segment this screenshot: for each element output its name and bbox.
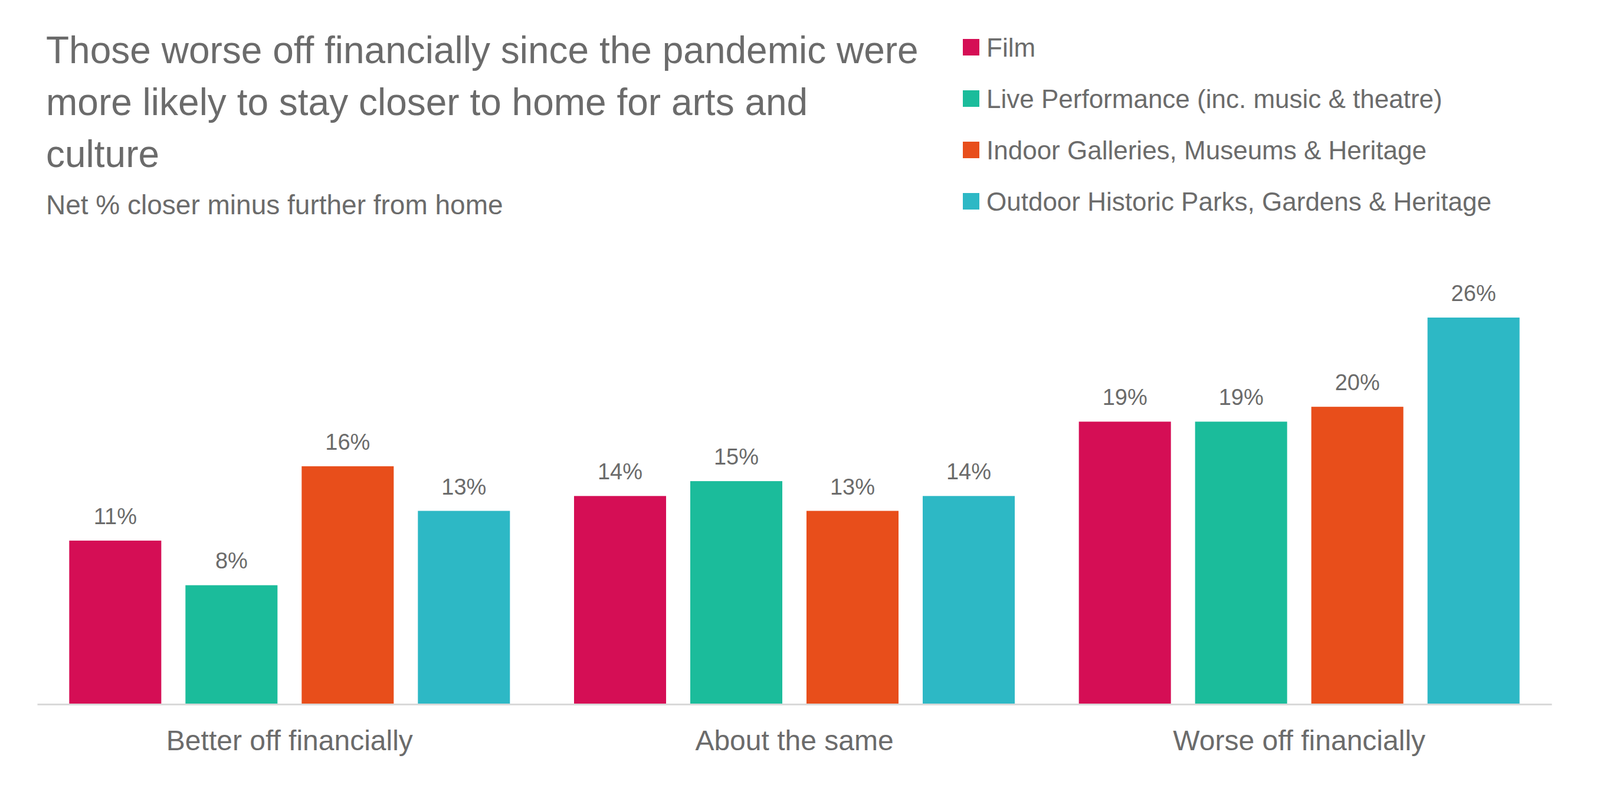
legend-label: Outdoor Historic Parks, Gardens & Herita… — [986, 187, 1492, 216]
data-labels: 11% 14% 19% 8% 15% 19% 16% 13% 20% 13% 14% 26% — [93, 280, 1497, 573]
data-label: 19% — [1218, 384, 1264, 410]
bar — [1311, 406, 1404, 704]
x-tick: Worse off financially — [1172, 703, 1426, 756]
bar — [574, 495, 667, 704]
legend-label: Indoor Galleries, Museums & Heritage — [986, 135, 1427, 165]
bar — [1079, 421, 1172, 704]
legend-swatch — [962, 90, 980, 107]
legend-swatch — [962, 192, 980, 210]
bar — [301, 466, 394, 704]
bar — [1195, 421, 1288, 704]
legend-swatch — [962, 38, 980, 56]
x-tick-label: Worse off financially — [1172, 724, 1426, 756]
bar — [1427, 317, 1520, 704]
bar — [69, 540, 162, 704]
bar — [690, 480, 783, 704]
legend-item: Film — [962, 33, 1036, 62]
axis-line — [37, 703, 1553, 706]
x-tick: Better off financially — [166, 703, 413, 756]
bars — [69, 317, 1520, 704]
subtitle: Net % closer minus further from home — [46, 189, 504, 221]
x-tick: About the same — [694, 703, 894, 756]
bar — [806, 510, 899, 705]
x-axis: Better off financially About the same Wors… — [37, 703, 1553, 756]
x-tick-label: Better off financially — [166, 724, 413, 756]
data-label: 14% — [946, 458, 992, 484]
data-label: 20% — [1335, 369, 1380, 395]
legend-label: Live Performance (inc. music & theatre) — [986, 84, 1443, 114]
legend-label: Film — [986, 33, 1036, 62]
data-label: 19% — [1102, 384, 1148, 410]
data-label: 8% — [215, 548, 248, 573]
bar — [185, 584, 278, 704]
data-label: 14% — [597, 458, 643, 484]
data-label: 15% — [713, 444, 759, 470]
data-label: 11% — [93, 503, 137, 529]
data-label: 13% — [441, 474, 487, 500]
legend-item: Outdoor Historic Parks, Gardens & Herita… — [962, 187, 1492, 216]
legend-item: Indoor Galleries, Museums & Heritage — [962, 135, 1427, 165]
x-tick-label: About the same — [694, 724, 894, 756]
bar — [417, 510, 510, 705]
legend-item: Live Performance (inc. music & theatre) — [962, 84, 1443, 114]
title: Those worse off financially since the pa… — [46, 28, 919, 176]
data-label: 16% — [325, 429, 370, 455]
legend-swatch — [962, 141, 980, 159]
bar — [922, 495, 1015, 704]
data-label: 13% — [830, 474, 875, 500]
data-label: 26% — [1451, 280, 1497, 306]
legend: Film Live Performance (inc. music & theat… — [962, 33, 1492, 216]
